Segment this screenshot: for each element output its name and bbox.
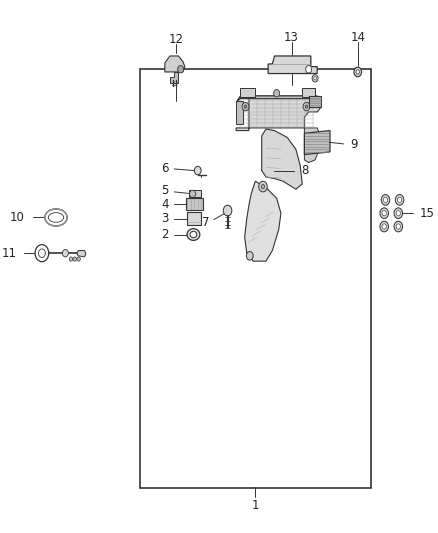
Ellipse shape bbox=[187, 229, 200, 240]
Circle shape bbox=[397, 197, 402, 203]
Text: 11: 11 bbox=[1, 247, 16, 260]
Polygon shape bbox=[170, 72, 179, 83]
Circle shape bbox=[62, 249, 68, 257]
Circle shape bbox=[77, 257, 80, 261]
Bar bbox=[186, 198, 203, 210]
Text: 15: 15 bbox=[420, 207, 434, 220]
Polygon shape bbox=[262, 129, 302, 189]
Circle shape bbox=[306, 66, 312, 73]
Polygon shape bbox=[309, 96, 321, 107]
Circle shape bbox=[242, 102, 249, 111]
Ellipse shape bbox=[190, 231, 197, 238]
Ellipse shape bbox=[45, 209, 67, 226]
Circle shape bbox=[396, 211, 400, 216]
Text: 12: 12 bbox=[169, 34, 184, 46]
Polygon shape bbox=[304, 131, 330, 155]
Bar bbox=[187, 212, 201, 225]
Circle shape bbox=[396, 195, 404, 205]
Text: 10: 10 bbox=[10, 211, 25, 224]
Polygon shape bbox=[268, 56, 317, 74]
Bar bbox=[189, 190, 201, 197]
Circle shape bbox=[381, 195, 390, 205]
Text: 7: 7 bbox=[202, 216, 210, 229]
Circle shape bbox=[356, 70, 360, 74]
Circle shape bbox=[274, 90, 279, 97]
Polygon shape bbox=[236, 96, 317, 102]
Circle shape bbox=[246, 252, 253, 260]
Polygon shape bbox=[165, 56, 185, 72]
Circle shape bbox=[314, 77, 316, 80]
Text: 8: 8 bbox=[301, 164, 309, 177]
Circle shape bbox=[244, 105, 247, 108]
Text: 9: 9 bbox=[350, 139, 358, 151]
Bar bbox=[140, 69, 371, 488]
Text: 3: 3 bbox=[161, 212, 169, 225]
Text: 5: 5 bbox=[161, 184, 169, 197]
Circle shape bbox=[39, 249, 45, 257]
Circle shape bbox=[69, 257, 73, 261]
Text: 6: 6 bbox=[161, 162, 169, 175]
Polygon shape bbox=[302, 88, 315, 97]
Circle shape bbox=[394, 221, 403, 232]
Circle shape bbox=[396, 224, 400, 229]
Circle shape bbox=[354, 67, 362, 77]
Circle shape bbox=[194, 166, 201, 175]
Circle shape bbox=[35, 245, 49, 262]
Circle shape bbox=[382, 211, 386, 216]
Polygon shape bbox=[189, 190, 196, 197]
Circle shape bbox=[380, 208, 389, 219]
Circle shape bbox=[382, 224, 386, 229]
Polygon shape bbox=[77, 251, 86, 257]
Ellipse shape bbox=[48, 213, 64, 222]
Circle shape bbox=[394, 208, 403, 219]
Circle shape bbox=[73, 257, 77, 261]
Circle shape bbox=[223, 205, 232, 216]
Circle shape bbox=[312, 75, 318, 82]
Text: 2: 2 bbox=[161, 228, 169, 241]
Text: 14: 14 bbox=[350, 31, 365, 44]
Circle shape bbox=[380, 221, 389, 232]
Polygon shape bbox=[236, 101, 243, 124]
Polygon shape bbox=[245, 181, 281, 261]
Text: 4: 4 bbox=[161, 198, 169, 211]
Circle shape bbox=[259, 181, 267, 192]
Polygon shape bbox=[236, 96, 321, 131]
Circle shape bbox=[178, 66, 184, 73]
Polygon shape bbox=[240, 88, 255, 97]
Circle shape bbox=[261, 184, 265, 189]
Text: 13: 13 bbox=[284, 31, 299, 44]
Text: 1: 1 bbox=[251, 499, 259, 512]
Polygon shape bbox=[304, 128, 321, 163]
Circle shape bbox=[303, 102, 310, 111]
Circle shape bbox=[305, 105, 308, 108]
Circle shape bbox=[383, 197, 388, 203]
